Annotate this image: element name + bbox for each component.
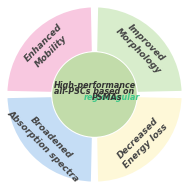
Wedge shape bbox=[6, 95, 94, 183]
Text: Broadened
Absorption spectra: Broadened Absorption spectra bbox=[5, 101, 88, 184]
Text: Enhanced
Mobility: Enhanced Mobility bbox=[22, 22, 72, 72]
Text: regioregular: regioregular bbox=[84, 93, 140, 102]
Text: Improved
Morphology: Improved Morphology bbox=[114, 19, 170, 75]
Text: Decreased
Energy loss: Decreased Energy loss bbox=[114, 114, 170, 170]
Wedge shape bbox=[95, 95, 183, 183]
Text: High-performance: High-performance bbox=[53, 81, 136, 90]
Circle shape bbox=[53, 53, 136, 136]
Wedge shape bbox=[6, 6, 94, 94]
Text: all-PSCs based on: all-PSCs based on bbox=[54, 87, 135, 96]
Wedge shape bbox=[95, 6, 183, 94]
Text: PSMAs: PSMAs bbox=[91, 93, 122, 102]
